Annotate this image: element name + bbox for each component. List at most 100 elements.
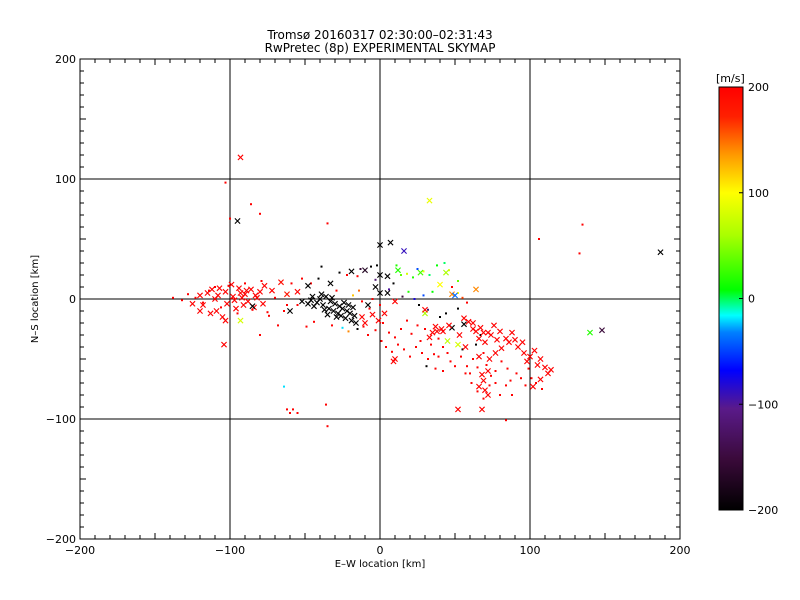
data-point-x <box>317 296 323 302</box>
data-point-small <box>286 304 288 306</box>
data-point-x <box>222 317 229 324</box>
data-point-x <box>527 353 533 360</box>
data-point-small <box>442 346 444 348</box>
data-point-small <box>397 343 399 346</box>
data-point-small <box>424 328 426 330</box>
data-point-x <box>461 321 467 328</box>
data-point-small <box>530 377 533 380</box>
data-point-x <box>599 327 605 334</box>
data-point-x <box>248 286 254 293</box>
data-point-x <box>482 339 488 346</box>
data-point-small <box>445 312 447 315</box>
data-point-x <box>233 305 239 312</box>
data-point-small <box>266 311 269 314</box>
data-point-x <box>362 267 368 274</box>
data-point-x <box>305 300 311 307</box>
data-point-x <box>329 294 335 301</box>
data-point-x <box>429 329 436 336</box>
data-point-small <box>268 314 270 317</box>
data-point-x <box>311 303 317 310</box>
colorbar-tick-label: −200 <box>748 504 778 517</box>
data-point-x <box>476 353 482 360</box>
data-point-x <box>392 298 398 305</box>
data-point-x <box>237 290 244 296</box>
data-point-small <box>292 408 294 411</box>
data-point-small <box>461 296 464 299</box>
data-point-small <box>310 282 312 285</box>
data-point-x <box>362 320 368 326</box>
data-point-small <box>382 322 384 324</box>
data-point-small <box>374 278 377 281</box>
data-point-x <box>347 310 353 317</box>
data-point-x <box>488 332 494 338</box>
y-tick-label: 100 <box>55 173 76 186</box>
data-point-small <box>379 304 381 306</box>
data-point-small <box>500 360 503 363</box>
data-point-x <box>204 290 211 296</box>
data-point-small <box>470 382 473 384</box>
data-point-x <box>189 300 196 307</box>
data-point-small <box>425 365 428 368</box>
data-point-small <box>229 217 231 220</box>
data-point-x <box>332 300 338 307</box>
data-point-x <box>476 335 482 342</box>
data-point-small <box>457 292 459 294</box>
data-point-x <box>455 406 461 413</box>
data-point-small <box>352 294 354 297</box>
data-point-x <box>395 267 401 274</box>
data-point-x <box>446 322 452 329</box>
chart-title: Tromsø 20160317 02:30:00–02:31:43 <box>266 28 492 42</box>
colorbar-tick-label: 0 <box>748 293 755 306</box>
data-point-x <box>351 312 358 319</box>
data-point-small <box>313 320 315 323</box>
data-point-small <box>437 355 440 358</box>
data-point-small <box>422 270 425 273</box>
data-point-small <box>442 370 444 372</box>
data-point-small <box>466 301 468 304</box>
data-point-small <box>476 390 479 393</box>
data-point-small <box>499 394 501 396</box>
data-point-small <box>317 277 320 280</box>
data-point-small <box>367 334 369 336</box>
data-point-x <box>482 387 488 394</box>
data-point-x <box>455 341 461 348</box>
data-point-small <box>515 372 518 375</box>
data-point-small <box>505 419 507 422</box>
data-point-small <box>388 331 390 334</box>
data-point-small <box>391 350 393 353</box>
data-point-small <box>422 294 425 297</box>
data-point-x <box>521 350 527 356</box>
data-point-small <box>451 286 453 288</box>
colorbar-tick-label: 200 <box>748 81 769 94</box>
data-point-x <box>260 300 266 307</box>
data-point-small <box>283 310 285 312</box>
data-point-x <box>294 288 301 295</box>
data-point-x <box>222 288 229 295</box>
data-point-small <box>511 394 513 396</box>
data-point-small <box>368 307 371 310</box>
data-point-small <box>406 272 408 275</box>
data-point-small <box>457 307 459 310</box>
data-point-small <box>356 328 359 330</box>
data-point-x <box>390 358 397 365</box>
data-point-x <box>519 339 526 346</box>
data-point-small <box>454 365 456 368</box>
data-point-x <box>479 406 485 413</box>
data-point-small <box>250 203 252 206</box>
data-point-x <box>213 308 220 314</box>
data-point-x <box>509 329 515 336</box>
data-point-x <box>353 320 359 326</box>
data-point-small <box>187 293 189 296</box>
data-point-small <box>490 374 492 377</box>
data-point-small <box>419 340 422 342</box>
data-point-x <box>326 305 332 312</box>
data-point-x <box>465 318 472 325</box>
data-point-x <box>426 197 433 204</box>
data-point-small <box>236 312 239 315</box>
data-point-small <box>416 324 419 327</box>
data-point-x <box>324 311 331 318</box>
data-point-small <box>538 238 540 240</box>
data-point-x <box>377 242 383 248</box>
data-point-small <box>395 264 398 267</box>
